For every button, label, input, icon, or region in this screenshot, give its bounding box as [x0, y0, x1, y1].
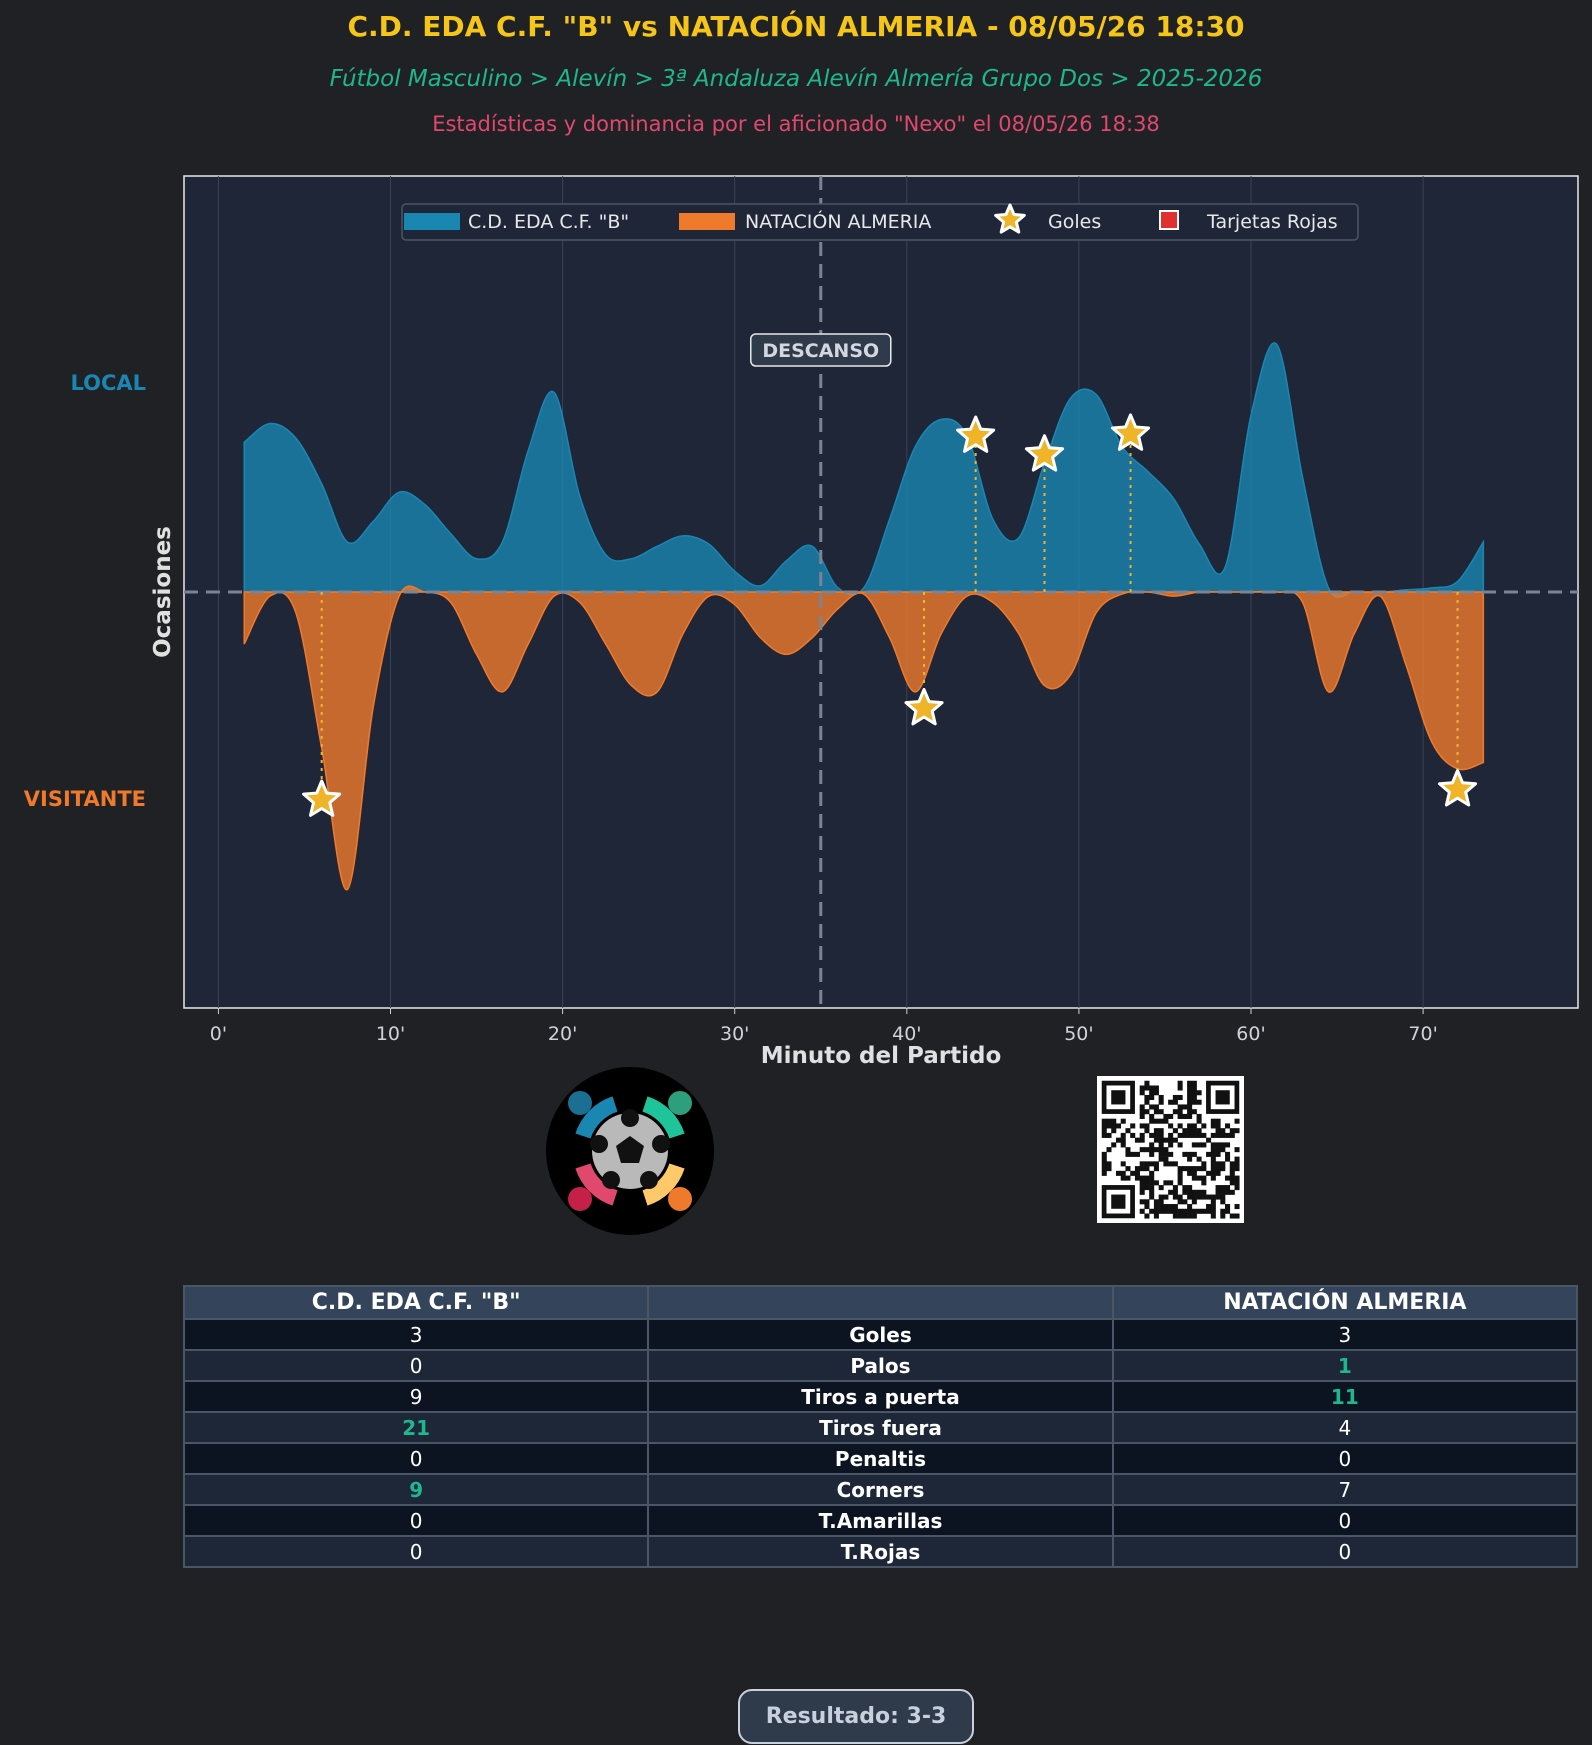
chart-legend: C.D. EDA C.F. "B" NATACIÓN ALMERIA Goles Ta…	[401, 203, 1359, 241]
stat-label: Palos	[647, 1349, 1114, 1382]
legend-box	[401, 203, 1359, 241]
stats-row: 3 Goles 3	[182, 1318, 1579, 1351]
stats-row: 21 Tiros fuera 4	[182, 1411, 1579, 1444]
stat-home-value: 0	[182, 1504, 650, 1537]
stat-home-value: 0	[182, 1442, 650, 1475]
stat-home-value: 0	[182, 1349, 650, 1382]
legend-red-card-icon	[1159, 210, 1179, 230]
visitante-side-label: VISITANTE	[24, 787, 146, 811]
app-logo	[546, 1067, 714, 1235]
legend-star-icon	[994, 203, 1026, 234]
x-tick-label: 30'	[720, 1023, 749, 1045]
stat-home-value: 0	[182, 1535, 650, 1568]
x-axis-label: Minuto del Partido	[761, 1043, 1002, 1069]
goal-star-home	[1111, 413, 1151, 451]
stat-home-value: 21	[182, 1411, 650, 1444]
stat-label: T.Rojas	[647, 1535, 1114, 1568]
stat-away-value: 4	[1111, 1411, 1579, 1444]
legend-swatch-away	[679, 213, 735, 230]
stat-label: Tiros a puerta	[647, 1380, 1114, 1413]
x-tick-label: 0'	[210, 1023, 227, 1045]
stat-label: Goles	[647, 1318, 1114, 1351]
stat-label: T.Amarillas	[647, 1504, 1114, 1537]
stats-row: 0 T.Rojas 0	[182, 1535, 1579, 1568]
area-home	[243, 342, 1485, 599]
goal-star-home	[956, 415, 996, 453]
competition-breadcrumb: Fútbol Masculino > Alevín > 3ª Andaluza …	[329, 66, 1263, 92]
halftime-label: DESCANSO	[762, 340, 879, 362]
goal-star-away	[1438, 769, 1478, 807]
credit-line: Estadísticas y dominancia por el aficion…	[432, 112, 1160, 136]
y-axis-label: Ocasiones	[150, 526, 176, 658]
stats-row: 9 Tiros a puerta 11	[182, 1380, 1579, 1413]
legend-label-red-cards: Tarjetas Rojas	[1206, 211, 1338, 233]
halftime-box	[750, 333, 892, 367]
x-tick-label: 20'	[548, 1023, 577, 1045]
legend-label-home: C.D. EDA C.F. "B"	[468, 211, 629, 233]
area-away	[243, 585, 1485, 891]
legend-swatch-home	[404, 213, 460, 230]
away-team-header: NATACIÓN ALMERIA	[1111, 1285, 1579, 1320]
result-badge: Resultado: 3-3	[738, 1689, 974, 1744]
stat-home-value: 9	[182, 1380, 650, 1413]
stat-label: Tiros fuera	[647, 1411, 1114, 1444]
dominance-chart: 0' 10' 20' 30' 40' 50' 60' 70' DESCANSO C.D. EDA …	[24, 175, 1579, 1069]
legend-label-goals: Goles	[1048, 211, 1101, 233]
x-tick-label: 60'	[1236, 1023, 1265, 1045]
goal-star-home	[1024, 434, 1065, 472]
stats-header-row: C.D. EDA C.F. "B" NATACIÓN ALMERIA	[182, 1285, 1579, 1320]
goal-star-away	[904, 688, 944, 726]
legend-label-away: NATACIÓN ALMERIA	[745, 209, 931, 233]
stat-label: Corners	[647, 1473, 1114, 1506]
x-tick-label: 50'	[1064, 1023, 1093, 1045]
stat-away-value: 0	[1111, 1442, 1579, 1475]
stat-home-value: 3	[182, 1318, 650, 1351]
stat-label: Penaltis	[647, 1442, 1114, 1475]
stats-row: 0 T.Amarillas 0	[182, 1504, 1579, 1537]
stat-away-value: 0	[1111, 1535, 1579, 1568]
stats-row: 0 Palos 1	[182, 1349, 1579, 1382]
x-tick-label: 40'	[892, 1023, 921, 1045]
stat-away-value: 11	[1111, 1380, 1579, 1413]
x-tick-label: 10'	[376, 1023, 405, 1045]
x-tick-label: 70'	[1408, 1023, 1437, 1045]
stat-away-value: 3	[1111, 1318, 1579, 1351]
goal-star-away	[302, 779, 342, 817]
stat-away-value: 1	[1111, 1349, 1579, 1382]
stats-row: 9 Corners 7	[182, 1473, 1579, 1506]
home-team-header: C.D. EDA C.F. "B"	[182, 1285, 650, 1320]
local-side-label: LOCAL	[70, 371, 146, 395]
stat-label-header	[647, 1285, 1114, 1320]
stat-away-value: 7	[1111, 1473, 1579, 1506]
stat-away-value: 0	[1111, 1504, 1579, 1537]
match-title: C.D. EDA C.F. "B" vs NATACIÓN ALMERIA - …	[347, 10, 1245, 43]
stats-table: C.D. EDA C.F. "B" NATACIÓN ALMERIA 3 Gole…	[182, 1285, 1579, 1568]
qr-code	[1097, 1076, 1244, 1223]
stat-home-value: 9	[182, 1473, 650, 1506]
stats-row: 0 Penaltis 0	[182, 1442, 1579, 1475]
